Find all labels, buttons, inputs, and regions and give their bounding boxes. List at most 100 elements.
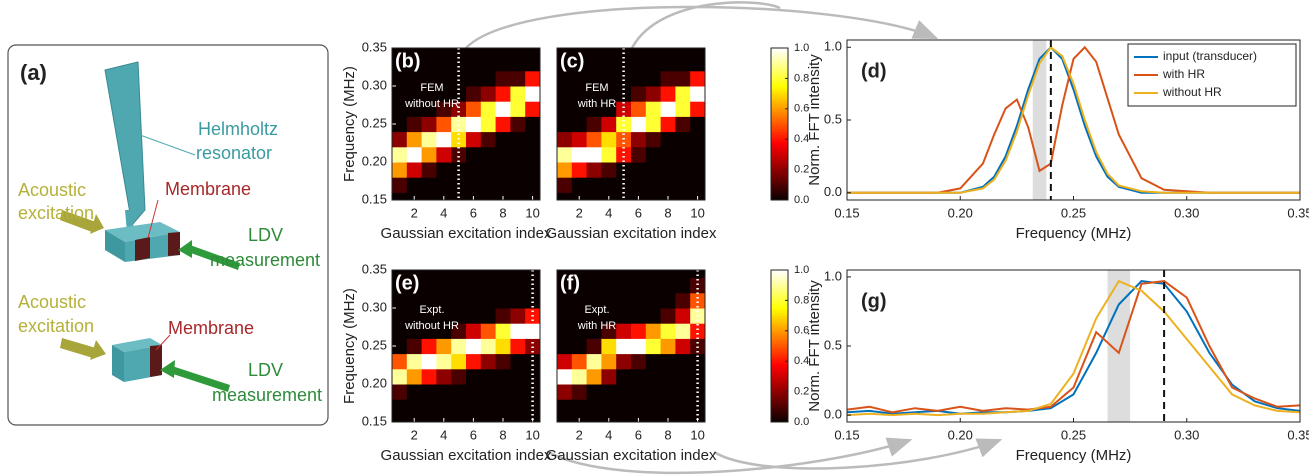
heatmap-cell [480,338,497,355]
heatmap-cell [601,399,617,415]
heatmap-cell [645,384,662,400]
heatmap-cell [495,146,511,163]
heatmap-cell [601,55,617,72]
colorbar-step [771,302,788,306]
heatmap-cell [571,308,588,324]
colorbar-step [771,156,788,160]
colorbar-step [771,292,788,296]
colorbar-tick-label: 0.8 [794,72,809,84]
heatmap-cell [571,353,588,370]
x-axis-label: Gaussian excitation index [381,225,552,242]
heatmap-cell [525,162,540,178]
heatmap-cell [586,162,602,178]
heatmap-cell [451,414,467,422]
y-tick-label: 0.25 [362,337,387,352]
colorbar-step [771,184,788,188]
heatmap-cell [392,384,408,400]
heatmap-cell [557,146,573,163]
heatmap-cell [675,353,691,370]
heatmap-cell [645,277,662,294]
heatmap-cell [557,55,573,72]
colorbar-step [771,63,788,67]
heatmap-cell [392,308,408,324]
heatmap-cell [660,277,676,294]
heatmap-cell [495,177,511,193]
heatmap-cell [645,146,662,163]
heatmap-cell [421,48,437,57]
x-tick-label: 0.25 [1061,205,1086,220]
heatmap-cell [436,338,452,355]
heatmap-cell [421,270,437,279]
heatmap-cell [466,277,482,294]
heatmap-cell [510,177,526,193]
heatmap-cell [557,192,573,200]
colorbar-step [771,368,788,372]
heatmap-cell [436,399,452,415]
heatmap-cell [510,338,526,355]
heatmap-cell [645,368,662,385]
heatmap-cell [510,131,526,148]
heatmap-cell [601,116,617,133]
heatmap-cell [571,368,588,385]
heatmap-cell [660,55,676,72]
heatmap-cell [690,368,705,385]
series-line [846,280,1301,414]
colorbar-step [771,300,788,304]
heatmap-cell [601,70,617,87]
colorbar-step [771,310,788,314]
heatmap-cell [421,162,437,178]
heatmap-cell [557,308,573,324]
x-tick-label: 8 [664,427,671,442]
colorbar-step [771,70,788,74]
colorbar-step [771,378,788,382]
heatmap-cell [421,399,437,415]
heatmap-cell [421,70,437,87]
diagram-shapes [60,61,240,392]
colorbar-step [771,282,788,286]
heatmap-cell [392,131,408,148]
diagram-label: excitation [18,316,94,336]
heatmap-cell [586,384,602,400]
heatmap-cell [645,131,662,148]
heatmap-cell [436,353,452,370]
heatmap-cell [451,192,467,200]
heatmap-cell [525,292,540,309]
colorbar-step [771,93,788,97]
heatmap-cell [586,323,602,339]
colorbar-step [771,335,788,339]
x-axis-label: Gaussian excitation index [381,447,552,464]
heatmap-cell [690,55,705,72]
heatmap-cell [421,277,437,294]
colorbar-step [771,146,788,150]
colorbar-step [771,48,788,52]
heatmap-cell [616,192,632,200]
diagram-label: excitation [18,203,94,223]
heatmap-cell [586,277,602,294]
heatmap-cell [510,192,526,200]
heatmap-cell [645,353,662,370]
heatmap-cell [586,177,602,193]
heatmap-cell [660,270,676,279]
x-axis-label: Frequency (MHz) [1016,447,1132,464]
heatmap-cell [436,368,452,385]
colorbar-step [771,83,788,87]
heatmap-cell [392,353,408,370]
heatmap-cell [645,414,662,422]
heatmap-cell [690,270,705,279]
heatmap-cell [675,270,691,279]
heatmap-cell [631,323,647,339]
colorbar-step [771,194,788,198]
heatmap-cell [495,270,511,279]
heatmap-cell [660,116,676,133]
heatmap-cell [571,86,588,102]
colorbar-step [771,396,788,400]
heatmap-cell [525,86,540,102]
heatmap-cell [631,338,647,355]
heatmap-cell [451,55,467,72]
heatmap-cell [645,323,662,339]
colorbar-step [771,363,788,367]
heatmap-cell [631,308,647,324]
heatmap-cell [466,353,482,370]
colorbar-step [771,134,788,138]
panel-label: (c) [560,50,584,72]
